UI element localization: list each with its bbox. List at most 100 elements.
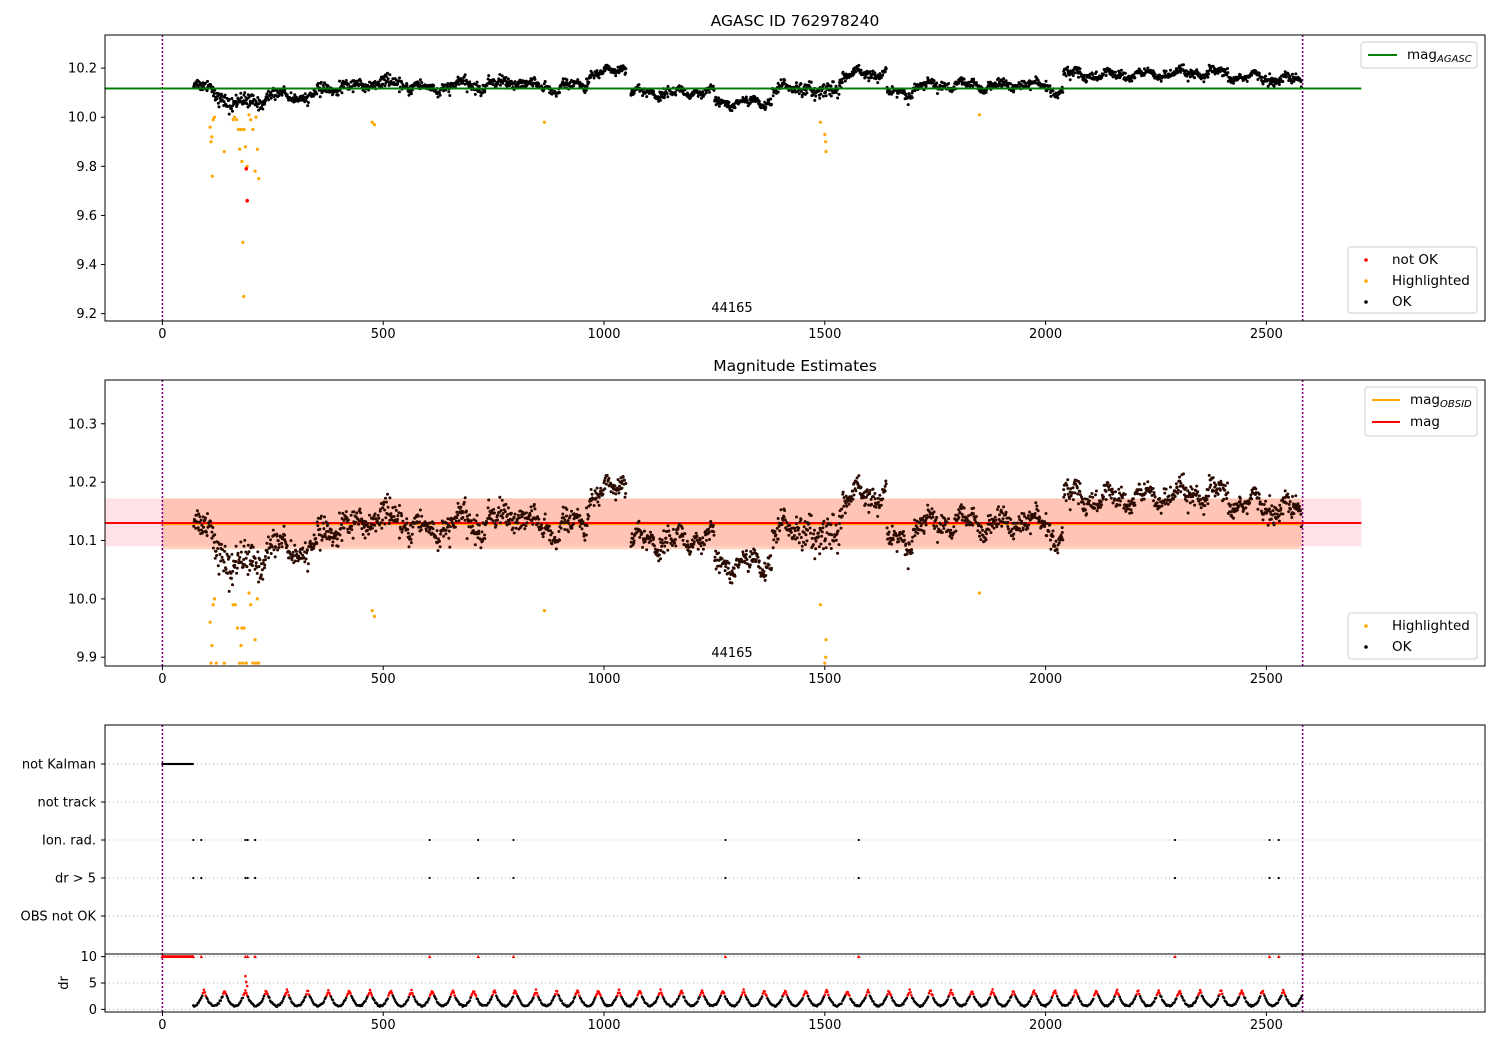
mag-ok-point [302, 556, 306, 560]
mag-ok-point [1050, 532, 1054, 536]
mag-ok-point [887, 530, 891, 534]
mag-ok-point [799, 536, 803, 539]
mag-ok-point [397, 511, 401, 515]
agasc-ok-point [890, 85, 894, 89]
mag-highlighted-point [233, 603, 237, 607]
agasc-ok-point [867, 79, 871, 83]
agasc-ok-point [1009, 82, 1013, 86]
mag-ok-point [649, 539, 653, 543]
mag-ok-point [661, 541, 665, 545]
mag-ok-point [753, 548, 757, 552]
mag-ok-point [1114, 490, 1117, 494]
dr-point [410, 988, 413, 992]
mag-ok-point [456, 513, 460, 517]
mag-ok-point [756, 555, 760, 559]
mag-ok-point [427, 530, 431, 534]
mag-ok-point [1142, 482, 1146, 486]
mag-ok-point [694, 531, 698, 535]
mag-ok-point [834, 538, 838, 542]
mag-ok-point [883, 489, 887, 493]
flag-point [512, 838, 515, 842]
mag-ok-point [972, 506, 976, 510]
mag-ok-point [1077, 502, 1080, 506]
mag-ok-point [748, 563, 752, 567]
mag-ok-point [582, 532, 586, 536]
agasc-highlighted-point [236, 127, 240, 132]
mag-ok-point [788, 523, 792, 527]
mag-ok-point [243, 563, 247, 567]
mag-ok-point [864, 502, 867, 506]
dr-point [343, 998, 347, 1002]
mag-ok-point [456, 501, 460, 505]
mag-ok-point [1204, 494, 1208, 498]
mag-ok-point [350, 524, 354, 528]
mag-ok-point [895, 534, 898, 538]
mag-ok-point [1068, 508, 1072, 512]
mag-ok-point [235, 571, 239, 575]
mag-ok-point [891, 538, 895, 542]
mag-ok-point [859, 485, 863, 489]
mag-ok-point [1299, 509, 1302, 513]
mag-ok-point [999, 508, 1003, 512]
mag-ok-point [1176, 491, 1180, 495]
mag-ok-point [939, 522, 943, 526]
mag-ok-point [1118, 491, 1121, 495]
mag-ok-point [1287, 510, 1291, 514]
mag-ok-point [758, 566, 762, 570]
mag-ok-point [1004, 510, 1008, 514]
mag-ok-point [381, 518, 385, 522]
mag-ok-point [780, 523, 784, 527]
dr-point [322, 1000, 326, 1003]
mag-ok-point [253, 556, 257, 560]
dr-point [404, 1002, 407, 1006]
mag-ok-point [770, 566, 773, 570]
mag-ok-point [444, 532, 448, 536]
agasc-ok-point [592, 76, 596, 80]
mag-ok-point [247, 550, 251, 554]
agasc-ok-point [206, 79, 209, 83]
mag-ok-point [1130, 511, 1134, 515]
mag-ok-point [932, 510, 936, 514]
mag-highlighted-point [257, 661, 261, 665]
agasc-ok-point [248, 103, 252, 107]
agasc-ok-point [818, 96, 822, 100]
mag-ok-point [224, 567, 228, 571]
mag-ok-point [462, 500, 466, 504]
agasc-ok-point [974, 81, 978, 85]
mag-ok-point [501, 516, 505, 520]
dr-point [412, 995, 416, 999]
mag-ok-point [769, 554, 773, 558]
agasc-ok-point [805, 91, 809, 95]
dr-point [389, 989, 393, 993]
mag-ok-point [1145, 486, 1149, 490]
mag-ok-point [1291, 495, 1294, 498]
mag-ok-point [226, 557, 230, 561]
mag-ok-point [1292, 512, 1296, 516]
mag-ok-point [951, 533, 955, 537]
mag-ok-point [393, 505, 397, 509]
agasc-ok-point [397, 79, 401, 83]
mag-ok-point [665, 541, 669, 544]
flag-point [192, 838, 195, 842]
y-tick-label: 9.8 [76, 160, 97, 175]
agasc-ok-point [377, 81, 381, 85]
mag-ok-point [749, 550, 753, 553]
mag-ok-point [310, 542, 314, 546]
mag-ok-point [1127, 507, 1130, 511]
agasc-ok-point [936, 92, 939, 95]
mag-ok-point [806, 528, 810, 532]
agasc-highlighted-point [210, 174, 214, 178]
mag-ok-point [676, 525, 680, 529]
mag-ok-point [807, 522, 811, 526]
mag-ok-point [1131, 497, 1135, 501]
mag-ok-point [251, 564, 254, 568]
agasc-ok-point [1114, 70, 1117, 74]
mag-ok-point [323, 515, 326, 519]
mag-ok-point [423, 520, 427, 524]
agasc-ok-point [652, 90, 656, 93]
agasc-ok-point [1146, 66, 1150, 70]
agasc-ok-point [1011, 83, 1015, 87]
agasc-ok-point [876, 81, 880, 85]
mag-ok-point [563, 518, 567, 522]
agasc-ok-point [829, 94, 833, 98]
